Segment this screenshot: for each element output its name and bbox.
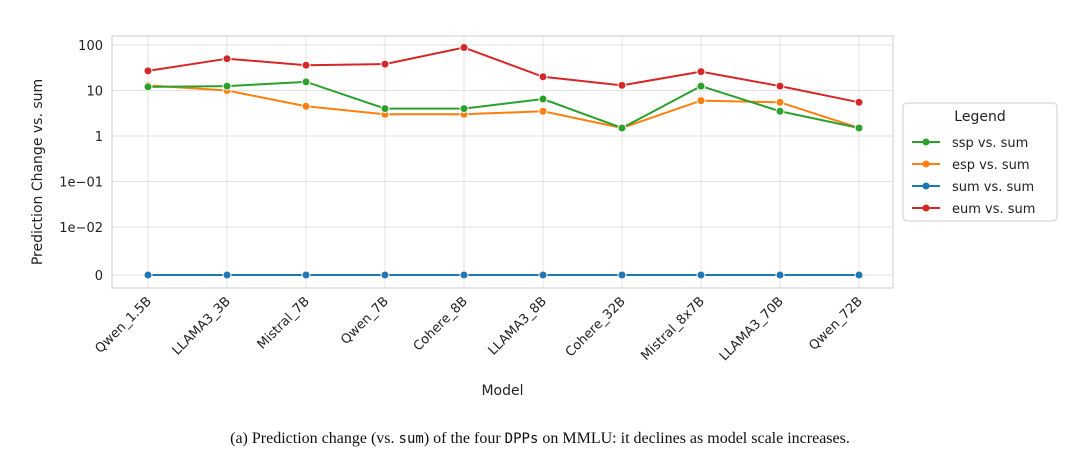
x-tick-label: Cohere_8B bbox=[411, 294, 471, 354]
data-point bbox=[696, 270, 706, 280]
x-tick-label: Mistral_8x7B bbox=[638, 294, 707, 363]
x-ticks: Qwen_1.5B LLAMA3_3B Mistral_7B Qwen_7B Coher… bbox=[92, 294, 865, 364]
data-point bbox=[222, 81, 232, 91]
y-tick-label: 10 bbox=[86, 85, 103, 100]
data-point bbox=[696, 67, 706, 77]
legend-title: Legend bbox=[954, 109, 1005, 125]
series-line bbox=[147, 80, 860, 130]
legend: Legend ssp vs. sum esp vs. sum sum vs. sum… bbox=[902, 102, 1058, 222]
x-tick-label: Qwen_7B bbox=[338, 294, 392, 348]
data-point bbox=[854, 270, 864, 280]
data-point bbox=[143, 82, 153, 92]
y-tick-label: 1 bbox=[95, 130, 103, 145]
data-point bbox=[459, 270, 469, 280]
y-tick-label: 100 bbox=[78, 39, 103, 54]
data-point bbox=[301, 77, 311, 87]
series-line bbox=[147, 46, 860, 104]
y-ticks: 100 10 1 1e−01 1e−02 0 bbox=[59, 39, 103, 284]
series-line bbox=[147, 84, 860, 130]
data-point bbox=[380, 104, 390, 114]
x-tick-label: Mistral_7B bbox=[255, 294, 313, 352]
data-point bbox=[538, 106, 548, 116]
data-point bbox=[775, 81, 785, 91]
x-tick-label: LLAMA3_3B bbox=[170, 294, 234, 358]
data-point bbox=[538, 72, 548, 82]
legend-swatch-marker bbox=[922, 138, 930, 146]
legend-entry-label: ssp vs. sum bbox=[952, 136, 1028, 151]
data-point bbox=[617, 123, 627, 133]
legend-swatch-marker bbox=[922, 182, 930, 190]
data-point bbox=[696, 81, 706, 91]
data-point bbox=[222, 270, 232, 280]
series-layer bbox=[143, 43, 864, 280]
data-point bbox=[617, 80, 627, 90]
data-point bbox=[775, 97, 785, 107]
x-tick-label: Cohere_32B bbox=[563, 294, 629, 360]
caption-suffix: on MMLU: it declines as model scale incr… bbox=[538, 430, 850, 447]
legend-swatch-marker bbox=[922, 160, 930, 168]
data-point bbox=[775, 270, 785, 280]
x-tick-label: Qwen_72B bbox=[806, 294, 865, 353]
data-point bbox=[222, 54, 232, 64]
data-point bbox=[538, 270, 548, 280]
x-tick-label: LLAMA3_8B bbox=[486, 294, 550, 358]
x-tick-label: Qwen_1.5B bbox=[92, 294, 154, 356]
caption-mono-dpps: DPPs bbox=[504, 431, 539, 447]
caption-middle: ) of the four bbox=[423, 430, 505, 447]
legend-entry-label: sum vs. sum bbox=[952, 180, 1034, 195]
caption-mono-sum: sum bbox=[398, 431, 424, 447]
y-axis-label: Prediction Change vs. sum bbox=[30, 79, 46, 265]
data-point bbox=[459, 104, 469, 114]
data-point bbox=[301, 270, 311, 280]
data-point bbox=[301, 60, 311, 70]
data-point bbox=[143, 270, 153, 280]
legend-swatch-marker bbox=[922, 204, 930, 212]
data-point bbox=[854, 97, 864, 107]
legend-box bbox=[902, 102, 1058, 222]
data-point bbox=[459, 43, 469, 53]
caption-prefix: (a) Prediction change (vs. bbox=[230, 430, 399, 447]
x-axis-label: Model bbox=[481, 383, 523, 399]
legend-entry-label: esp vs. sum bbox=[952, 158, 1030, 173]
legend-entry-label: eum vs. sum bbox=[952, 202, 1035, 217]
data-point bbox=[538, 94, 548, 104]
data-point bbox=[301, 101, 311, 111]
data-point bbox=[380, 59, 390, 69]
plot-frame bbox=[111, 35, 894, 289]
data-point bbox=[696, 96, 706, 106]
chart: 100 10 1 1e−01 1e−02 0 Qwen_1.5B LLAMA3_3B Mist… bbox=[30, 35, 1058, 399]
data-point bbox=[380, 270, 390, 280]
figure-caption: (a) Prediction change (vs. sum) of the f… bbox=[0, 430, 1080, 448]
data-point bbox=[775, 106, 785, 116]
y-tick-label: 1e−02 bbox=[59, 221, 103, 236]
y-tick-label: 0 bbox=[95, 269, 103, 284]
x-tick-label: LLAMA3_70B bbox=[717, 294, 787, 364]
y-tick-label: 1e−01 bbox=[59, 176, 103, 191]
data-point bbox=[854, 123, 864, 133]
data-point bbox=[143, 66, 153, 76]
data-point bbox=[617, 270, 627, 280]
grid bbox=[112, 36, 893, 288]
